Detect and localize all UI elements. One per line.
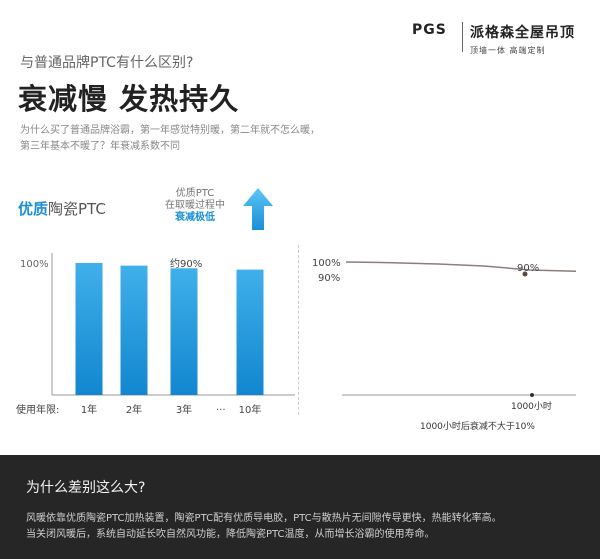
logo-divider <box>462 22 463 52</box>
bar-3 <box>170 268 198 395</box>
logo-subtitle: 顶墙一体 高端定制 <box>470 46 546 55</box>
description-line-2: 第三年基本不暖了？年衰减系数不同 <box>20 141 180 152</box>
low-attenuation-note: 优质PTC 在取暖过程中 衰减极低 <box>150 188 240 224</box>
up-arrow-icon <box>243 188 273 230</box>
footer-title: 为什么差别这么大? <box>26 480 146 496</box>
bar-category-label: 2年 <box>126 403 142 416</box>
line-marker-point <box>522 271 528 277</box>
bar-2 <box>120 265 148 395</box>
note-line-2: 在取暖过程中 <box>165 200 225 211</box>
note-line-1: 优质PTC <box>175 188 215 199</box>
line-caption: 1000小时后衰减不大于10% <box>420 420 535 432</box>
note-line-3: 衰减极低 <box>175 212 215 223</box>
question-title: 与普通品牌PTC有什么区别? <box>20 55 194 71</box>
footer-line-2: 当关闭风暖后，系统自动延长吹自然风功能，降低陶瓷PTC温度，从而增长浴霸的使用寿… <box>26 529 435 540</box>
headline: 衰减慢 发热持久 <box>18 82 240 116</box>
bar-category-label: 3年 <box>176 403 192 416</box>
line-y-tick-100: 100% <box>312 258 341 269</box>
line-x-tick-label: 1000小时 <box>511 400 552 412</box>
footer-panel: 为什么差别这么大? 风暖依靠优质陶瓷PTC加热装置，陶瓷PTC配有优质导电胶，P… <box>0 455 600 559</box>
logo-brand: PGS <box>412 22 447 38</box>
description-line-1: 为什么买了普通品牌浴霸，第一年感觉特别暖，第二年就不怎么暖， <box>20 125 320 136</box>
bar-annotation: 约90% <box>170 257 202 270</box>
bar-y-tick-label: 100% <box>20 259 49 270</box>
bar-x-axis-label: 使用年限: <box>16 403 59 416</box>
ptc-label: 优质陶瓷PTC <box>18 198 106 219</box>
bar-category-label: 1年 <box>81 403 97 416</box>
line-point-label: 90% <box>517 263 539 274</box>
bar-category-label: 10年 <box>239 403 262 416</box>
line-series <box>345 261 577 273</box>
chart-divider <box>298 245 299 415</box>
ptc-label-bold: 优质 <box>18 200 49 218</box>
description: 为什么买了普通品牌浴霸，第一年感觉特别暖，第二年就不怎么暖， 第三年基本不暖了？… <box>20 123 440 155</box>
bar-1 <box>75 263 103 395</box>
line-chart: 100% 90% 90% 1000小时 1000小时后衰减不大于10% <box>312 258 577 432</box>
footer-line-1: 风暖依靠优质陶瓷PTC加热装置，陶瓷PTC配有优质导电胶，PTC与散热片无间隙传… <box>26 513 502 524</box>
bar-4 <box>236 269 264 395</box>
logo-name: 派格森全屋吊顶 <box>470 25 575 41</box>
bar-ellipsis: ··· <box>216 405 226 416</box>
line-y-tick-90: 90% <box>318 273 340 284</box>
ptc-label-rest: 陶瓷PTC <box>48 200 106 218</box>
line-x-tick-dot <box>530 393 534 397</box>
bar-chart: 100% 约90% 使用年限: ··· 1年 2年 3年 10年 <box>16 253 295 416</box>
brand-logo: PGS 派格森全屋吊顶 顶墙一体 高端定制 <box>412 20 592 60</box>
